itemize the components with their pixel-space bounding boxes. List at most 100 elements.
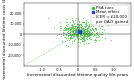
Point	[83, 31, 85, 32]
Point	[74, 32, 76, 33]
Point	[79, 34, 81, 35]
Point	[83, 33, 85, 34]
Point	[72, 35, 75, 36]
Point	[74, 31, 76, 32]
Point	[74, 25, 76, 26]
Point	[80, 30, 82, 31]
Point	[91, 28, 93, 29]
Point	[83, 31, 85, 32]
Point	[78, 25, 80, 26]
Point	[76, 35, 78, 36]
Point	[95, 28, 97, 29]
Point	[86, 27, 89, 29]
Point	[75, 28, 77, 29]
Point	[88, 34, 90, 36]
Point	[79, 30, 81, 32]
Point	[69, 29, 71, 30]
Point	[82, 34, 85, 36]
Point	[69, 36, 72, 37]
Point	[73, 32, 75, 34]
Point	[70, 29, 73, 31]
Point	[71, 26, 73, 27]
Point	[80, 40, 83, 42]
Point	[70, 34, 72, 35]
Point	[88, 31, 90, 32]
Point	[68, 27, 70, 28]
Point	[89, 35, 91, 36]
Point	[62, 31, 64, 33]
Point	[73, 33, 75, 34]
Point	[74, 32, 76, 33]
Point	[47, 18, 49, 19]
Point	[62, 30, 64, 31]
Point	[64, 30, 66, 31]
Point	[75, 30, 77, 31]
Point	[79, 33, 81, 35]
Point	[70, 27, 72, 28]
Point	[98, 25, 100, 26]
Point	[75, 30, 77, 31]
Point	[75, 34, 77, 36]
Point	[74, 31, 76, 33]
Point	[73, 23, 75, 24]
Point	[59, 25, 62, 26]
Point	[88, 23, 90, 25]
Point	[77, 29, 79, 30]
Point	[86, 35, 88, 36]
Point	[78, 29, 80, 30]
Point	[100, 33, 103, 34]
Point	[70, 36, 72, 37]
Point	[67, 33, 70, 34]
Point	[86, 34, 88, 36]
Point	[79, 31, 81, 33]
Point	[59, 28, 61, 29]
Point	[68, 30, 70, 31]
Point	[94, 42, 96, 43]
Point	[90, 32, 92, 33]
Point	[76, 27, 79, 28]
Point	[77, 29, 79, 30]
Point	[85, 35, 88, 36]
Point	[81, 30, 83, 31]
Point	[85, 24, 87, 26]
Point	[89, 38, 91, 39]
Point	[95, 36, 97, 38]
Point	[93, 39, 95, 40]
Point	[80, 29, 82, 30]
Point	[73, 28, 75, 29]
X-axis label: Incremental discounted lifetime quality life-years: Incremental discounted lifetime quality …	[27, 73, 128, 77]
Point	[80, 32, 82, 33]
Point	[76, 29, 78, 31]
Point	[89, 34, 91, 35]
Point	[66, 25, 68, 27]
Point	[87, 35, 89, 36]
Point	[79, 35, 81, 37]
Point	[74, 26, 76, 27]
Point	[107, 24, 109, 26]
Point	[72, 30, 74, 32]
Point	[64, 29, 66, 30]
Point	[86, 25, 88, 26]
Point	[83, 34, 85, 35]
Point	[82, 21, 84, 23]
Point	[83, 30, 86, 32]
Point	[73, 22, 75, 24]
Point	[104, 37, 106, 38]
Point	[98, 35, 100, 36]
Point	[76, 36, 78, 38]
Point	[85, 30, 88, 31]
Point	[59, 21, 61, 22]
Point	[78, 23, 80, 24]
Point	[91, 33, 93, 35]
Point	[72, 31, 74, 32]
Point	[75, 33, 77, 34]
Point	[65, 34, 67, 35]
Point	[82, 44, 85, 45]
Point	[90, 23, 92, 24]
Point	[84, 31, 86, 32]
Point	[76, 36, 79, 37]
Point	[73, 35, 75, 36]
Point	[68, 26, 70, 28]
Point	[96, 36, 98, 38]
Point	[90, 33, 92, 35]
